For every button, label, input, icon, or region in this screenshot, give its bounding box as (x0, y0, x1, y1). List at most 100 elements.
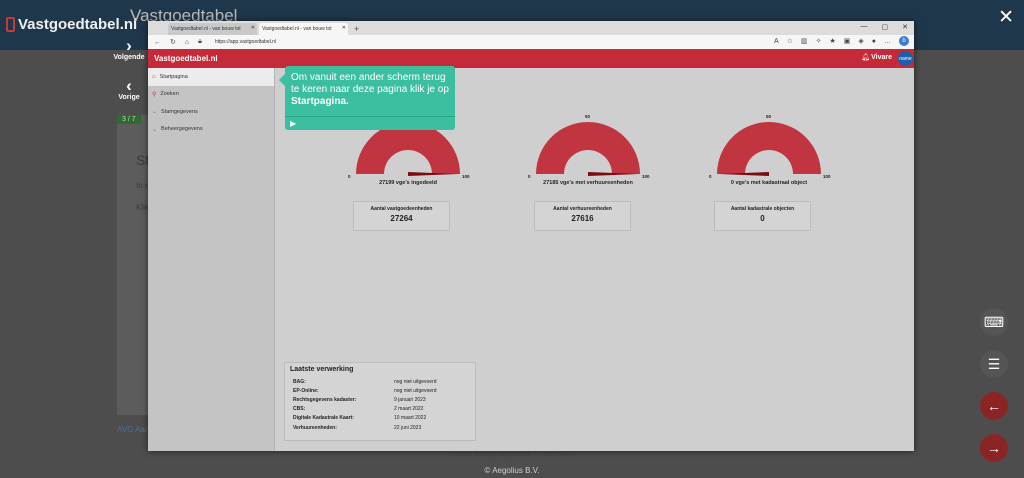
sidebar-item-stamgegevens[interactable]: ⌄ Stamgegevens (148, 103, 274, 121)
gauge-needle (719, 172, 769, 176)
play-icon[interactable]: ▶ (290, 119, 297, 128)
user-name[interactable]: Vivare (871, 54, 892, 61)
arrow-right-icon: → (987, 440, 1001, 456)
row-key: BAG: (293, 378, 306, 385)
background-logo: Vastgoedtabel.nl (6, 16, 137, 33)
tooltip-footer: ▶ (285, 116, 455, 130)
forward-button[interactable]: → (980, 434, 1008, 462)
favorite-icon[interactable]: ☆ (786, 38, 793, 45)
tab-close-icon[interactable]: ✕ (341, 25, 346, 31)
home-icon[interactable]: ⌂ (184, 38, 190, 46)
browser-toolbar: ← ↻ ⌂ 🔒︎ https://app.vastgoedtabel.nl A … (148, 35, 914, 49)
list-item: Rechtsgegevens kadaster: 9 januari 2023 (290, 395, 470, 404)
home-icon: ⌂ (152, 73, 156, 80)
tab-close-icon[interactable]: ✕ (250, 25, 255, 31)
row-key: CBS: (293, 406, 306, 413)
last-processing-title: Laatste verwerking (290, 366, 354, 373)
avatar[interactable]: name (898, 51, 913, 66)
chevron-left-icon: ‹ (126, 76, 132, 95)
profile-icon[interactable]: ● (871, 37, 876, 45)
sidebar-item-label: Beheergegevens (161, 126, 203, 133)
next-label: Volgende (113, 54, 145, 61)
sidebar-item-label: Zoeken (160, 91, 179, 98)
gauge-label: 27199 vge's ingedeeld (379, 180, 437, 186)
bing-icon[interactable]: b (899, 36, 909, 46)
sidebar-item-zoeken[interactable]: ⚲ Zoeken (148, 86, 274, 104)
stat-card-vastgoedeenheden: Aantal vastgoedeenheden 27264 (353, 201, 450, 231)
gauge-needle (408, 172, 458, 176)
gauge-chart (536, 122, 640, 176)
list-item: CBS: 2 maart 2022 (290, 405, 470, 414)
notification-icon[interactable]: 🔔︎ (861, 54, 870, 61)
background-heading: St (136, 152, 150, 168)
shield-icon[interactable]: ◈ (858, 38, 864, 45)
reload-icon[interactable]: ↻ (170, 39, 176, 46)
next-button[interactable]: › Volgende (112, 37, 146, 61)
keyboard-icon: ⌨ (983, 313, 1005, 330)
gauge-needle (588, 172, 638, 176)
gauge-verhuureenheden: 50 0 100 27185 vge's met verhuureenheden (528, 114, 650, 194)
favorites-icon[interactable]: ★ (829, 38, 836, 45)
menu-button[interactable]: ☰ (980, 350, 1008, 378)
minimize-icon[interactable]: — (860, 23, 868, 30)
new-tab-icon[interactable]: + (354, 24, 360, 34)
sidebar-item-startpagina[interactable]: ⌂ Startpagina (148, 68, 274, 86)
background-link[interactable]: AVG Aan (117, 425, 150, 434)
address-bar[interactable]: https://app.vastgoedtabel.nl (214, 39, 276, 45)
gauge-chart (717, 122, 821, 176)
search-icon: ⚲ (152, 91, 157, 98)
logo-mark-icon (6, 17, 15, 32)
gauge-tick-min: 0 (348, 174, 351, 179)
background-title: Vastgoedtabel (130, 6, 238, 25)
more-icon[interactable]: … (884, 37, 891, 45)
gauge-tick-mid: 50 (766, 114, 772, 119)
gauge-tick-max: 100 (642, 174, 650, 179)
list-item: Digitale Kadastrale Kaart: 10 maart 2022 (290, 414, 470, 423)
row-value: 22 juni 2023 (394, 424, 422, 431)
sidebar-item-label: Startpagina (159, 73, 188, 80)
gauge-label: 27185 vge's met verhuureenheden (543, 180, 633, 186)
tab-strip: Vastgoedtabel.nl - van bouw tot ✕ Vastgoe… (148, 21, 914, 35)
previous-button[interactable]: ‹ Vorige (112, 77, 146, 101)
close-icon[interactable]: ✕ (998, 7, 1014, 28)
extensions-icon[interactable]: ✧ (815, 38, 822, 45)
stat-card-kadastrale-objecten: Aantal kadastrale objecten 0 (714, 201, 811, 231)
browser-tab-active[interactable]: Vastgoedtabel.nl - van bouw tot ✕ (259, 23, 348, 35)
back-icon[interactable]: ← (154, 38, 161, 46)
stat-card-value: 27616 (571, 214, 594, 223)
gauge-ingedeeld: 50 0 100 27199 vge's ingedeeld (348, 114, 470, 194)
window-controls: — ▢ ✕ (861, 23, 909, 31)
gauge-tick-min: 0 (709, 174, 712, 179)
backup-notice: Laatste backup uitgevoerd 7 maart 2025 (449, 451, 575, 458)
step-indicator: 3 / 7 (117, 115, 141, 124)
stat-card-title: Aantal verhuureenheden (553, 206, 612, 212)
list-item: Verhuureenheden: 22 juni 2023 (290, 423, 470, 432)
browser-tab[interactable]: Vastgoedtabel.nl - van bouw tot ✕ (168, 23, 257, 35)
app-logo[interactable]: Vastgoedtabel.nl (154, 54, 218, 63)
gauge-arc (356, 122, 460, 174)
split-screen-icon[interactable]: ▥ (800, 38, 808, 45)
read-aloud-icon[interactable]: A (774, 37, 779, 45)
row-key: Verhuureenheden: (293, 424, 337, 431)
sidebar: ⌂ Startpagina ⚲ Zoeken ⌄ Stamgegevens ⌄ Behe… (148, 68, 275, 451)
stat-card-value: 27264 (390, 214, 413, 223)
browser-window: Vastgoedtabel.nl - van bouw tot ✕ Vastgoe… (148, 21, 914, 451)
sidebar-item-label: Stamgegevens (161, 108, 198, 115)
chevron-down-icon: ⌄ (152, 109, 158, 116)
window-close-icon[interactable]: ✕ (902, 24, 908, 31)
collections-icon[interactable]: ▣ (843, 38, 851, 45)
row-key: EP-Online: (293, 387, 319, 394)
background-text: Klik (136, 203, 149, 212)
tooltip-body: Om vanuit een ander scherm terug te kere… (291, 72, 449, 95)
keyboard-button[interactable]: ⌨ (980, 308, 1008, 336)
gauge-arc (536, 122, 640, 174)
previous-label: Vorige (118, 94, 140, 101)
row-value: nog niet uitgevoerd (394, 378, 437, 385)
tooltip-highlight: Startpagina. (291, 96, 349, 107)
maximize-icon[interactable]: ▢ (881, 24, 889, 31)
sidebar-item-beheergegevens[interactable]: ⌄ Beheergegevens (148, 121, 274, 139)
row-key: Rechtsgegevens kadaster: (293, 396, 357, 403)
back-button[interactable]: ← (980, 392, 1008, 420)
dashboard: 50 0 100 27199 vge's ingedeeld 50 0 100 … (276, 68, 914, 451)
tour-tooltip: Om vanuit een ander scherm terug te kere… (279, 66, 455, 130)
